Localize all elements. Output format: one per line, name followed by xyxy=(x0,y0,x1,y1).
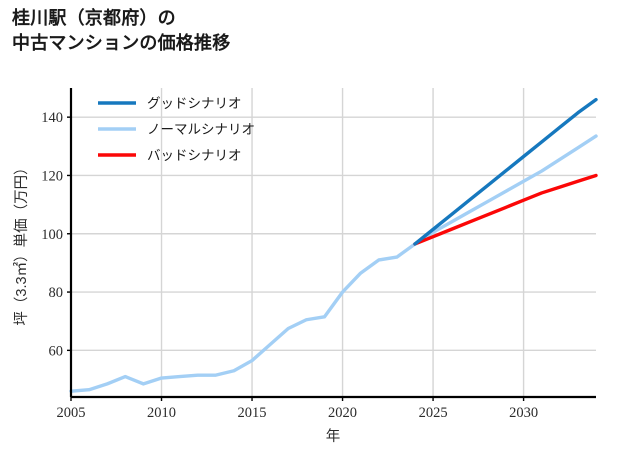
page-title: 桂川駅（京都府）の 中古マンションの価格推移 xyxy=(12,6,230,56)
x-tick-label: 2015 xyxy=(238,405,267,421)
y-axis-ticks: 60 80 100 120 140 xyxy=(41,110,71,359)
x-tick-label: 2010 xyxy=(147,405,176,421)
y-tick-label: 140 xyxy=(41,110,63,126)
y-tick-label: 60 xyxy=(49,343,64,359)
x-axis-title: 年 xyxy=(326,428,341,445)
title-line-1: 桂川駅（京都府）の xyxy=(12,8,176,28)
legend-label-normal: ノーマルシナリオ xyxy=(147,122,255,137)
y-tick-label: 80 xyxy=(49,285,64,301)
series-line-bad xyxy=(413,173,598,246)
x-axis-ticks: 2005 2010 2015 2020 2025 2030 xyxy=(57,397,538,421)
x-tick-label: 2020 xyxy=(328,405,357,421)
data-series-layer xyxy=(69,97,598,393)
legend-label-good: グッドシナリオ xyxy=(147,96,242,111)
x-tick-label: 2030 xyxy=(509,405,538,421)
x-tick-label: 2005 xyxy=(57,405,86,421)
plot-background xyxy=(71,88,596,397)
y-axis-title: 坪（3.3㎡）単価（万円） xyxy=(13,160,30,325)
x-tick-label: 2025 xyxy=(419,405,448,421)
legend-label-bad: バッドシナリオ xyxy=(147,148,242,163)
gridlines xyxy=(70,88,596,397)
title-line-2: 中古マンションの価格推移 xyxy=(12,33,231,53)
y-tick-label: 100 xyxy=(41,227,63,243)
y-tick-label: 120 xyxy=(41,168,63,184)
series-line-normal xyxy=(69,134,598,393)
plot-area: 2005 2010 2015 2020 2025 2030 60 80 100 120 140 xyxy=(41,88,598,421)
series-line-good xyxy=(413,97,598,246)
